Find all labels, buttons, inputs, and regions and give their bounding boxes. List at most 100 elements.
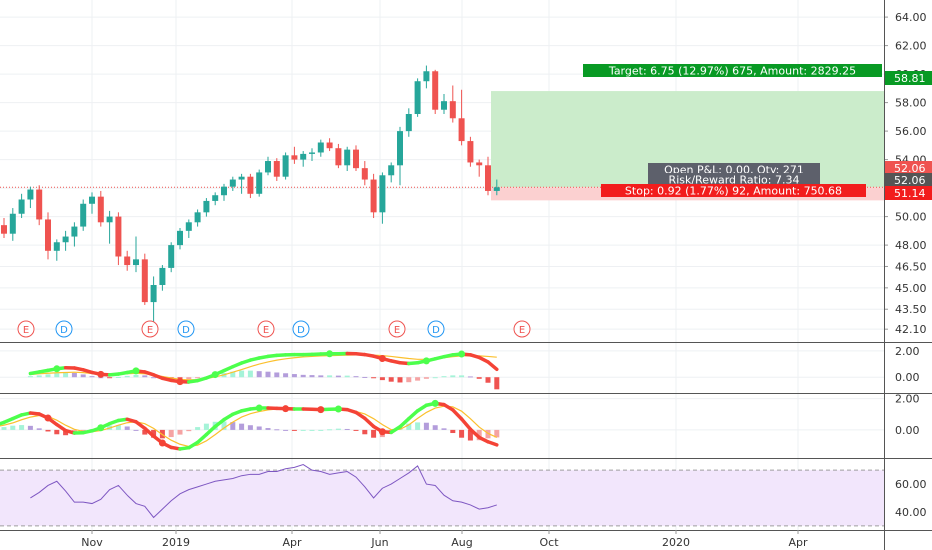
candle[interactable] [361, 168, 368, 180]
candle[interactable] [247, 176, 254, 194]
time-tick-label: Jun [370, 536, 388, 549]
dividend-marker[interactable]: D [427, 320, 445, 338]
candle[interactable] [89, 196, 95, 204]
candle[interactable] [317, 142, 324, 153]
candle[interactable] [282, 155, 289, 177]
price-tag-text: 52.06 [894, 162, 926, 175]
candle[interactable] [168, 245, 175, 268]
candle[interactable] [133, 259, 139, 266]
candle[interactable] [273, 161, 280, 177]
candle[interactable] [397, 131, 403, 166]
candle[interactable] [45, 219, 51, 251]
candle[interactable] [353, 149, 359, 169]
dividend-marker[interactable]: D [292, 320, 310, 338]
candle[interactable] [467, 141, 474, 163]
cross-dot [431, 399, 439, 407]
marker-circle [177, 320, 195, 338]
candle[interactable] [71, 226, 78, 237]
cross-dot [97, 424, 105, 432]
candle[interactable] [212, 195, 219, 201]
candle[interactable] [476, 162, 483, 166]
earnings-marker[interactable]: E [257, 320, 275, 338]
candle[interactable] [405, 114, 412, 132]
oscillator-pane-2[interactable] [0, 399, 500, 451]
candle[interactable] [9, 213, 16, 234]
candle[interactable] [1, 225, 7, 234]
histogram-bar [450, 375, 456, 378]
candle[interactable] [423, 71, 430, 82]
histogram-bar [344, 428, 350, 430]
candle[interactable] [185, 222, 192, 231]
candle[interactable] [309, 152, 315, 154]
candle[interactable] [177, 230, 183, 246]
candle[interactable] [229, 179, 236, 187]
candle[interactable] [221, 186, 227, 196]
time-axis[interactable]: Nov 2019 Apr Jun Aug Oct 2020 Apr [0, 530, 932, 549]
cross-dot [211, 371, 219, 379]
candle[interactable] [441, 101, 447, 110]
candle[interactable] [159, 267, 166, 285]
candle[interactable] [414, 81, 421, 114]
candle[interactable] [150, 285, 157, 303]
candle[interactable] [300, 153, 307, 160]
main-line-segment [486, 360, 499, 372]
candle[interactable] [379, 175, 386, 213]
histogram-bar [485, 429, 491, 439]
price-tag-text: 58.81 [894, 72, 926, 85]
label-bg [648, 173, 820, 186]
candle[interactable] [97, 196, 104, 223]
candle[interactable] [291, 155, 298, 160]
histogram-bar [415, 422, 421, 430]
candle[interactable] [115, 216, 122, 257]
marker-circle [257, 320, 275, 338]
histogram-bar [1, 427, 7, 430]
candle[interactable] [80, 203, 87, 227]
cross-dot [326, 350, 334, 358]
candle[interactable] [238, 176, 245, 180]
marker-letter: D [297, 325, 305, 336]
candle[interactable] [449, 101, 456, 119]
candle[interactable] [493, 187, 500, 191]
candle[interactable] [27, 189, 34, 200]
earnings-marker[interactable]: E [513, 320, 531, 338]
label-bg [601, 184, 866, 197]
rsi-pane[interactable] [0, 464, 884, 527]
candle[interactable] [124, 256, 131, 266]
candle[interactable] [344, 149, 351, 166]
candle[interactable] [256, 172, 263, 194]
candle[interactable] [36, 189, 43, 220]
dividend-marker[interactable]: D [55, 320, 73, 338]
candle[interactable] [18, 199, 25, 214]
candle[interactable] [388, 165, 395, 176]
candle[interactable] [335, 148, 342, 166]
price-tick-label: 50.00 [895, 211, 927, 224]
histogram-bar [45, 429, 51, 432]
candle[interactable] [53, 242, 60, 251]
histogram-bar [230, 422, 236, 430]
candle[interactable] [370, 179, 377, 213]
price-pane[interactable] [1, 65, 500, 323]
candle[interactable] [106, 216, 113, 223]
candle[interactable] [62, 236, 69, 243]
price-tick-label: 43.50 [895, 303, 927, 316]
earnings-marker[interactable]: E [141, 320, 159, 338]
histogram-bar [107, 377, 113, 379]
candle[interactable] [326, 142, 333, 149]
candle[interactable] [194, 212, 201, 223]
candle[interactable] [203, 200, 210, 213]
candle[interactable] [485, 165, 491, 191]
candle[interactable] [458, 118, 465, 142]
earnings-marker[interactable]: E [388, 320, 406, 338]
candle[interactable] [141, 259, 148, 303]
candle[interactable] [265, 161, 271, 173]
oscillator-pane-1[interactable] [27, 350, 500, 390]
dividend-marker[interactable]: D [177, 320, 195, 338]
earnings-marker[interactable]: E [17, 320, 35, 338]
histogram-bar [467, 429, 473, 441]
histogram-bar [80, 374, 86, 378]
rsi-line [30, 464, 497, 519]
price-tick-label: 42.10 [895, 323, 927, 336]
candle[interactable] [432, 71, 439, 110]
